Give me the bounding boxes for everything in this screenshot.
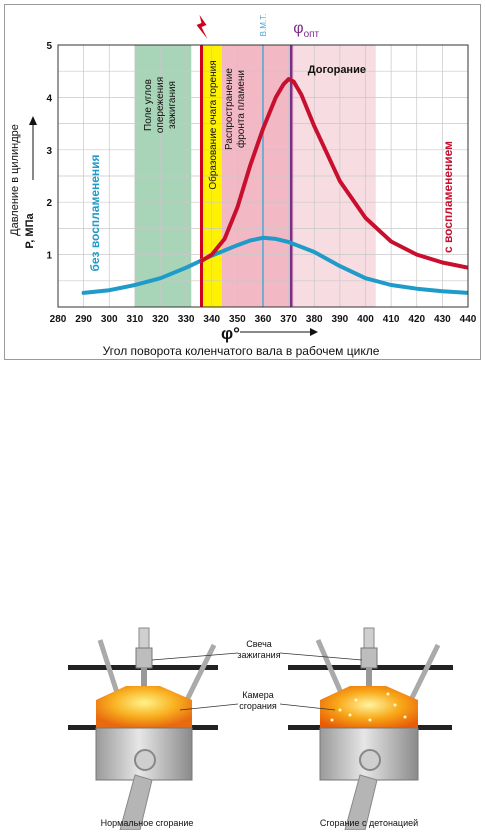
callout-spark-plug-line2: зажигания [237,650,280,660]
x-tick-label: 350 [229,314,246,325]
detonation-combustion-figure: Сгорание с детонацией [288,627,453,831]
y-tick-label: 5 [46,41,52,52]
pressure-chart: В.М.Т. φопт без воспламенения с воспламене… [9,14,477,358]
band-label-2-line: Распространение [224,68,235,150]
x-tick-label: 430 [434,314,451,325]
band-label-1: Образование очага горения [207,60,219,189]
band-label-0-line: опережения [155,77,166,133]
band-label-2-line: фронта пламени [235,70,247,148]
series-line-0 [81,235,468,295]
x-tick-label: 420 [408,314,425,325]
plot-border [57,44,469,308]
y-tick-label: 4 [46,93,52,104]
callout-chamber: Камера сгорания [179,690,336,711]
x-tick-label: 290 [75,314,92,325]
callout-spark-plug-line1: Свеча [246,639,272,649]
x-tick-label: 280 [50,314,67,325]
marker-label-phi-opt: φопт [293,20,319,40]
callout-chamber-line1: Камера [242,690,273,700]
x-tick-label: 400 [357,314,374,325]
caption-normal: Нормальное сгорание [101,818,194,828]
series-label-0: без воспламенения [88,154,102,271]
marker-label-vmt: В.М.Т. [259,14,268,37]
pressure-chart-frame: В.М.Т. φопт без воспламенения с воспламене… [4,4,481,360]
x-tick-label: 360 [255,314,272,325]
x-tick-label: 370 [280,314,297,325]
band-label-0-line: Поле углов [143,79,154,131]
y-tick-label: 2 [46,198,52,209]
x-tick-label: 300 [101,314,118,325]
spark-plug-icon [135,627,153,686]
x-tick-label: 330 [178,314,195,325]
band-label-3: Догорание [308,64,366,76]
x-tick-label: 340 [203,314,220,325]
x-tick-label: 390 [332,314,349,325]
x-tick-label: 310 [127,314,144,325]
caption-detonation: Сгорание с детонацией [320,818,418,828]
y-axis-unit-label: P, МПа [24,213,36,249]
x-tick-label: 440 [460,314,477,325]
y-axis-label: Давление в цилиндре [9,124,21,236]
callout-spark-plug: Свеча зажигания [151,639,363,661]
y-tick-label: 1 [46,251,52,262]
x-axis-label: Угол поворота коленчатого вала в рабочем… [103,344,380,358]
spark-plug-icon [360,627,378,686]
x-tick-label: 410 [383,314,400,325]
series-line-1 [199,77,468,270]
marker-label-phi-opt-sub: опт [304,29,320,40]
x-tick-label: 380 [306,314,323,325]
callout-chamber-line2: сгорания [239,701,277,711]
x-axis-symbol: φ° [221,324,240,343]
series-label-1: с воспламенением [441,141,455,253]
x-tick-label: 320 [152,314,169,325]
band-label-0-line: зажигания [167,81,178,129]
spark-bolt-icon [196,15,208,39]
x-axis-arrowhead-icon [310,328,318,336]
normal-combustion-figure: Нормальное сгорание [68,627,218,831]
combustion-illustration: Нормальное сгорание Сгорание с де [0,620,485,831]
y-axis-arrowhead-icon [29,116,37,125]
y-tick-label: 3 [46,146,52,157]
